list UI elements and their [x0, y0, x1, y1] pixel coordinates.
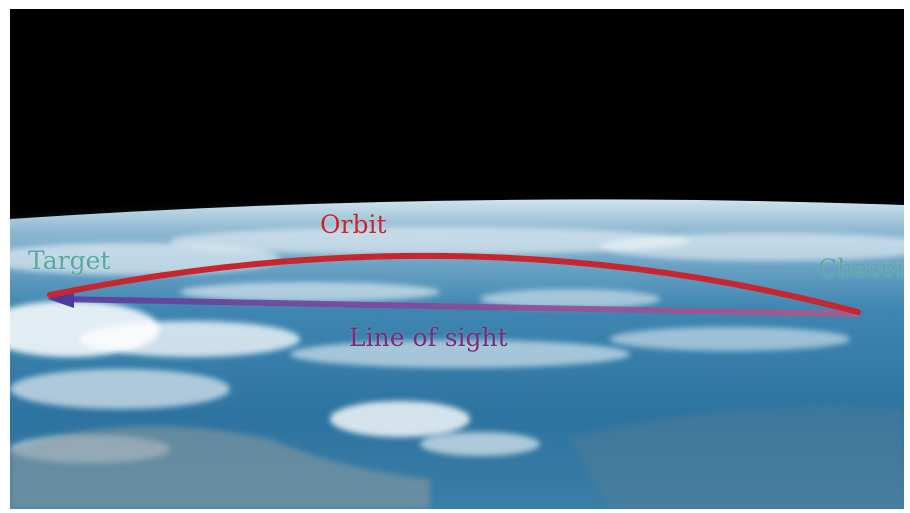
target-label: Target [28, 246, 111, 275]
earth-orbit-illustration: Orbit Target Chaser Line of sight [10, 9, 904, 509]
line-of-sight-label: Line of sight [349, 323, 508, 352]
cloud-cover [10, 227, 904, 463]
chaser-label: Chaser [818, 254, 904, 283]
orbit-arc [47, 252, 861, 315]
orbit-label: Orbit [320, 210, 387, 239]
land-masses [10, 407, 904, 509]
line-of-sight [55, 296, 859, 317]
earth-scene [10, 9, 904, 509]
